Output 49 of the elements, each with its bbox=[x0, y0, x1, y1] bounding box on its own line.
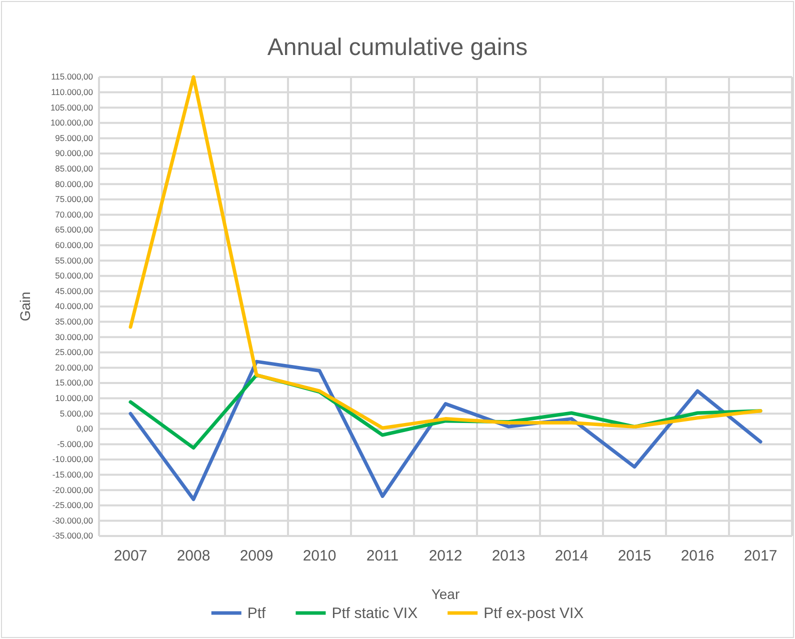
chart-title: Annual cumulative gains bbox=[267, 34, 528, 61]
y-tick-label: 30.000,00 bbox=[55, 332, 94, 342]
y-tick-label: -15.000,00 bbox=[52, 470, 94, 480]
legend-label: Ptf ex-post VIX bbox=[484, 605, 584, 622]
line-series bbox=[128, 75, 762, 430]
y-tick-label: -25.000,00 bbox=[52, 500, 94, 510]
y-tick-label: 60.000,00 bbox=[55, 240, 94, 250]
y-tick-label: 115.000,00 bbox=[51, 72, 94, 82]
y-tick-label: 20.000,00 bbox=[55, 362, 94, 372]
x-axis-title: Year bbox=[431, 586, 460, 602]
y-tick-label: 25.000,00 bbox=[55, 347, 94, 358]
y-tick-label: 105.000,00 bbox=[50, 102, 94, 112]
x-tick-label: 2016 bbox=[680, 548, 714, 565]
y-axis-title: Gain bbox=[17, 292, 33, 322]
y-tick-label: -5.000,00 bbox=[57, 438, 94, 449]
y-tick-label: 35.000,00 bbox=[55, 316, 94, 327]
y-tick-label: 100.000,00 bbox=[50, 118, 94, 128]
x-tick-label: 2009 bbox=[240, 548, 274, 565]
y-tick-label: 75.000,00 bbox=[55, 194, 94, 204]
y-tick-label: 90.000,00 bbox=[55, 148, 94, 158]
x-tick-label: 2014 bbox=[554, 548, 588, 565]
y-tick-label: -10.000,00 bbox=[52, 454, 94, 464]
x-tick-label: 2013 bbox=[492, 548, 526, 565]
legend-label: Ptf static VIX bbox=[332, 605, 418, 622]
x-tick-label: 2007 bbox=[114, 548, 148, 565]
y-tick-label: 80.000,00 bbox=[55, 178, 94, 189]
x-tick-label: 2012 bbox=[428, 548, 462, 565]
y-tick-label: 50.000,00 bbox=[55, 270, 94, 281]
y-tick-label: 5.000,00 bbox=[60, 408, 94, 418]
y-tick-label: -35.000,00 bbox=[52, 530, 94, 541]
y-tick-label: 85.000,00 bbox=[55, 164, 94, 174]
y-tick-label: 55.000,00 bbox=[55, 255, 94, 266]
x-tick-label: 2011 bbox=[366, 548, 399, 565]
y-tick-label: 45.000,00 bbox=[55, 286, 94, 296]
y-tick-label: -30.000,00 bbox=[52, 515, 94, 526]
y-tick-label: 110.000,00 bbox=[51, 87, 94, 98]
y-tick-label: 65.000,00 bbox=[55, 224, 94, 235]
y-tick-label: -20.000,00 bbox=[52, 484, 94, 495]
y-tick-label: 10.000,00 bbox=[55, 393, 94, 404]
x-tick-label: 2010 bbox=[302, 548, 336, 565]
y-tick-label: 15.000,00 bbox=[55, 378, 94, 388]
x-tick-label: 2015 bbox=[618, 548, 652, 565]
y-tick-label: 0,00 bbox=[76, 424, 94, 434]
x-tick-label: 2008 bbox=[176, 548, 210, 565]
legend-label: Ptf bbox=[247, 605, 267, 622]
y-tick-label: 70.000,00 bbox=[55, 209, 94, 220]
x-tick-label: 2017 bbox=[744, 548, 778, 565]
y-tick-label: 40.000,00 bbox=[55, 301, 94, 312]
y-tick-label: 95.000,00 bbox=[55, 132, 94, 143]
